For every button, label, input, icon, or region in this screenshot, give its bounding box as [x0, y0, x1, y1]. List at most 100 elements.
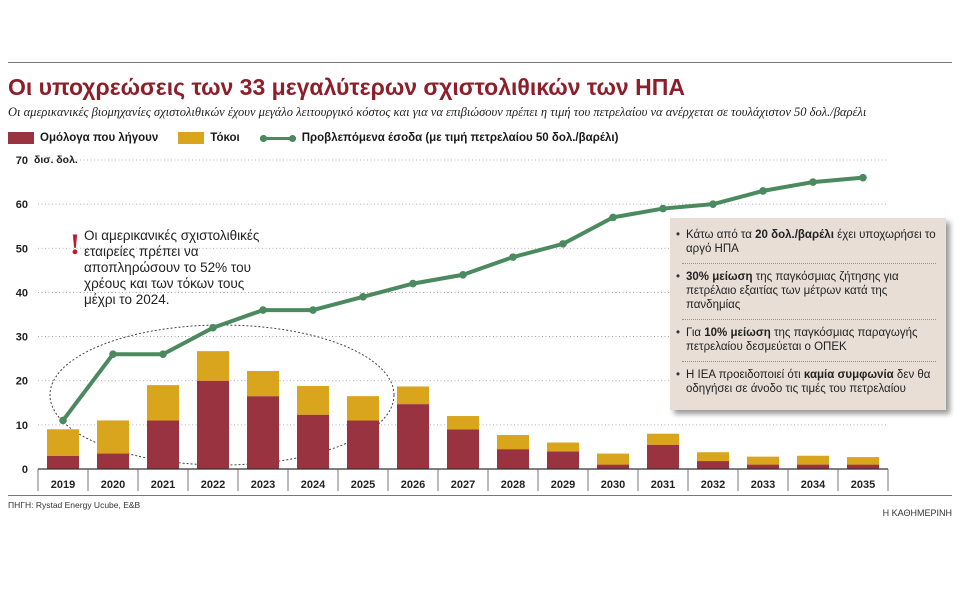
- x-tick-label: 2023: [251, 479, 275, 491]
- revenue-point: [59, 416, 67, 425]
- info-item: • 30% μείωση της παγκόσμιας ζήτησης για …: [676, 271, 899, 311]
- brand-credit: Η ΚΑΘΗΜΕΡΙΝΗ: [882, 508, 952, 518]
- revenue-point: [759, 187, 767, 195]
- x-tick-label: 2034: [801, 479, 826, 491]
- revenue-point: [259, 306, 267, 314]
- legend-label-bonds: Ομόλογα που λήγουν: [40, 132, 159, 144]
- legend-swatch-interest: [178, 132, 205, 144]
- bars: [47, 351, 879, 469]
- revenue-point: [459, 270, 467, 279]
- bar-interest: [97, 420, 129, 454]
- bar-bonds: [97, 453, 129, 469]
- exclamation-icon: !: [70, 228, 80, 261]
- bar-bonds: [47, 455, 79, 469]
- bar-interest: [647, 433, 679, 445]
- legend-label-interest: Τόκοι: [210, 132, 240, 144]
- revenue-point: [159, 350, 167, 359]
- bar-bonds: [197, 380, 229, 469]
- legend: Ομόλογα που λήγουν Τόκοι Προβλεπόμενα έσ…: [8, 130, 638, 146]
- revenue-point: [209, 323, 217, 332]
- revenue-point: [559, 240, 567, 248]
- x-tick-label: 2033: [751, 479, 775, 491]
- legend-swatch-revenue: [259, 133, 296, 143]
- x-tick-label: 2019: [51, 479, 75, 491]
- revenue-point: [609, 213, 617, 222]
- bar-interest: [297, 386, 329, 415]
- legend-item-bonds: Ομόλογα που λήγουν: [8, 132, 158, 144]
- x-tick-label: 2032: [701, 479, 725, 491]
- legend-item-interest: Τόκοι: [178, 132, 240, 144]
- info-item: • Κάτω από τα 20 δολ./βαρέλι έχει υποχωρ…: [676, 229, 936, 255]
- y-tick-label: 60: [16, 199, 28, 211]
- legend-swatch-bonds: [8, 132, 34, 144]
- revenue-point: [509, 253, 517, 261]
- x-axis: 2019 2020 2021 2022 2023 2024 2025 2026 2027 2028…: [37, 468, 889, 491]
- bar-bonds: [847, 464, 879, 469]
- y-axis-label: δισ. δολ.: [34, 154, 78, 166]
- bar-bonds: [497, 449, 529, 469]
- x-tick-label: 2021: [151, 479, 175, 491]
- bullet-icon: •: [676, 271, 681, 283]
- bar-interest: [397, 386, 429, 405]
- bar-bonds: [297, 414, 329, 469]
- divider: [682, 361, 936, 362]
- bullet-icon: •: [676, 369, 681, 381]
- info-item: • Η IEA προειδοποιεί ότι καμία συμφωνία …: [676, 369, 931, 395]
- bar-interest: [47, 429, 79, 456]
- page-title: Οι υποχρεώσεις των 33 μεγαλύτερων σχιστο…: [8, 74, 685, 100]
- x-tick-label: 2028: [501, 479, 525, 491]
- legend-item-revenue: Προβλεπόμενα έσοδα (με τιμή πετρελαίου 5…: [259, 132, 619, 144]
- y-tick-label: 40: [16, 287, 28, 299]
- bar-interest: [497, 435, 529, 450]
- bar-bonds: [547, 451, 579, 469]
- y-tick-label: 70: [16, 155, 28, 167]
- y-tick-label: 0: [22, 464, 28, 476]
- x-tick-label: 2029: [551, 479, 575, 491]
- x-tick-label: 2035: [851, 479, 875, 491]
- highlight-ellipse: [49, 324, 395, 466]
- bar-interest: [147, 385, 179, 421]
- top-rule: [8, 62, 952, 63]
- divider: [682, 263, 936, 264]
- bar-interest: [597, 453, 629, 465]
- info-box: • Κάτω από τα 20 δολ./βαρέλι έχει υποχωρ…: [670, 218, 946, 410]
- bar-interest: [697, 452, 729, 462]
- x-tick-label: 2026: [401, 479, 425, 491]
- bar-interest: [347, 396, 379, 421]
- revenue-point: [859, 173, 867, 182]
- bar-interest: [747, 456, 779, 465]
- x-tick-label: 2027: [451, 479, 475, 491]
- x-tick-label: 2031: [651, 479, 675, 491]
- revenue-line: [59, 173, 867, 425]
- legend-label-revenue: Προβλεπόμενα έσοδα (με τιμή πετρελαίου 5…: [301, 132, 619, 144]
- divider: [682, 319, 936, 320]
- info-item: • Για 10% μείωση της παγκόσμιας παραγωγή…: [676, 327, 918, 353]
- bar-interest: [547, 442, 579, 452]
- revenue-point: [409, 279, 417, 288]
- bar-interest: [847, 457, 879, 465]
- bar-bonds: [597, 464, 629, 469]
- revenue-point: [809, 178, 817, 186]
- revenue-point: [309, 306, 317, 314]
- bullet-icon: •: [676, 229, 681, 241]
- x-tick-label: 2020: [101, 479, 125, 491]
- annotation-note: ! Οι αμερικανικές σχιστολιθικές εταιρείε…: [70, 228, 270, 308]
- subtitle: Οι αμερικανικές βιομηχανίες σχιστολιθικώ…: [8, 105, 867, 119]
- bar-bonds: [147, 420, 179, 469]
- x-tick-label: 2022: [201, 479, 225, 491]
- bar-interest: [797, 455, 829, 465]
- y-axis: 0 10 20 30 40 50 60 70: [16, 155, 28, 476]
- y-tick-label: 50: [16, 243, 28, 255]
- annotation-text: Οι αμερικανικές σχιστολιθικές εταιρείες …: [84, 228, 260, 307]
- bar-bonds: [747, 464, 779, 469]
- y-tick-label: 30: [16, 332, 28, 344]
- revenue-point: [109, 350, 117, 359]
- y-tick-label: 20: [16, 376, 28, 388]
- bar-bonds: [397, 404, 429, 469]
- bar-bonds: [797, 464, 829, 469]
- bar-bonds: [647, 444, 679, 469]
- y-tick-label: 10: [16, 420, 28, 432]
- revenue-point: [659, 204, 667, 213]
- bar-interest: [247, 371, 279, 397]
